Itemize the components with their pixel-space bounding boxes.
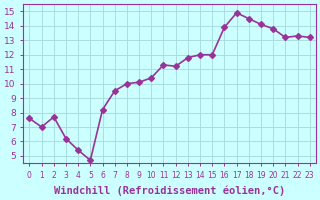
X-axis label: Windchill (Refroidissement éolien,°C): Windchill (Refroidissement éolien,°C) bbox=[54, 185, 285, 196]
